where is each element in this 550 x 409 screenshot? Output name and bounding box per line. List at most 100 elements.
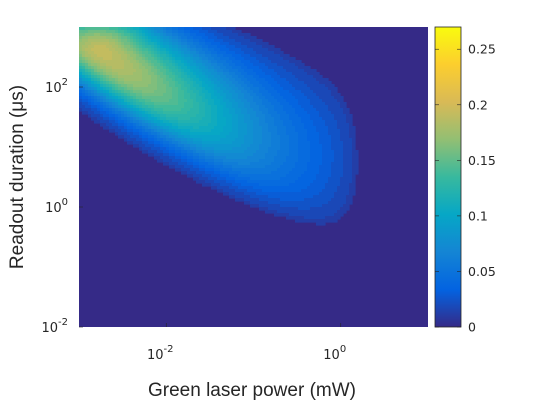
heatmap-cell — [301, 156, 305, 160]
heatmap-cell — [334, 177, 338, 181]
heatmap-cell — [232, 114, 236, 118]
heatmap-cell — [193, 138, 197, 142]
heatmap-cell — [130, 135, 134, 139]
heatmap-cell — [325, 90, 329, 94]
heatmap-cell — [298, 114, 302, 118]
heatmap-cell — [241, 198, 245, 202]
heatmap-cell — [127, 96, 131, 100]
heatmap-cell — [154, 96, 158, 100]
heatmap-cell — [298, 123, 302, 127]
heatmap-cell — [211, 123, 215, 127]
heatmap-cell — [151, 96, 155, 100]
heatmap-cell — [142, 51, 146, 55]
heatmap-cell — [346, 171, 350, 175]
heatmap-cell — [322, 138, 326, 142]
heatmap-cell — [319, 126, 323, 130]
heatmap-cell — [106, 84, 110, 88]
heatmap-cell — [151, 105, 155, 109]
heatmap-cell — [169, 132, 173, 136]
heatmap-cell — [316, 156, 320, 160]
heatmap-cell — [157, 60, 161, 64]
heatmap-cell — [142, 93, 146, 97]
heatmap-cell — [262, 162, 266, 166]
heatmap-cell — [265, 51, 269, 55]
heatmap-cell — [295, 66, 299, 70]
heatmap-cell — [304, 162, 308, 166]
heatmap-cell — [217, 27, 221, 31]
heatmap-cell — [331, 144, 335, 148]
heatmap-cell — [187, 33, 191, 37]
heatmap-cell — [190, 108, 194, 112]
heatmap-cell — [223, 183, 227, 187]
heatmap-cell — [178, 54, 182, 58]
heatmap-cell — [235, 177, 239, 181]
heatmap-cell — [178, 138, 182, 142]
heatmap-cell — [169, 81, 173, 85]
heatmap-cell — [85, 42, 89, 46]
heatmap-cell — [304, 138, 308, 142]
heatmap-cell — [190, 141, 194, 145]
heatmap-cell — [223, 36, 227, 40]
heatmap-cell — [238, 159, 242, 163]
heatmap-cell — [292, 135, 296, 139]
heatmap-cell — [277, 87, 281, 91]
heatmap-cell — [205, 33, 209, 37]
heatmap-cell — [253, 183, 257, 187]
heatmap-cell — [292, 198, 296, 202]
heatmap-cell — [274, 129, 278, 133]
heatmap-cell — [169, 102, 173, 106]
heatmap-cell — [121, 30, 125, 34]
heatmap-cell — [214, 57, 218, 61]
heatmap-cell — [142, 63, 146, 67]
heatmap-cell — [100, 45, 104, 49]
heatmap-cell — [265, 165, 269, 169]
heatmap-cell — [151, 78, 155, 82]
heatmap-cell — [103, 66, 107, 70]
heatmap-cell — [190, 45, 194, 49]
heatmap-cell — [100, 57, 104, 61]
heatmap-cell — [238, 48, 242, 52]
heatmap-cell — [190, 75, 194, 79]
heatmap-cell — [286, 126, 290, 130]
heatmap-cell — [157, 159, 161, 163]
heatmap-cell — [313, 177, 317, 181]
heatmap-cell — [79, 90, 83, 94]
heatmap-cell — [352, 180, 356, 184]
heatmap-cell — [244, 180, 248, 184]
heatmap-cell — [211, 102, 215, 106]
heatmap-cell — [94, 111, 98, 115]
heatmap-cell — [130, 60, 134, 64]
heatmap-cell — [184, 117, 188, 121]
heatmap-cell — [235, 102, 239, 106]
heatmap-cell — [202, 153, 206, 157]
heatmap-cell — [148, 114, 152, 118]
heatmap-cell — [268, 93, 272, 97]
heatmap-cell — [334, 87, 338, 91]
heatmap-cell — [253, 201, 257, 205]
heatmap-cell — [337, 216, 341, 220]
heatmap-cell — [244, 81, 248, 85]
heatmap-cell — [232, 186, 236, 190]
heatmap-cell — [283, 207, 287, 211]
heatmap-cell — [277, 108, 281, 112]
heatmap-cell — [94, 54, 98, 58]
heatmap-cell — [211, 93, 215, 97]
heatmap-cell — [130, 117, 134, 121]
heatmap-cell — [118, 60, 122, 64]
heatmap-cell — [226, 33, 230, 37]
heatmap-cell — [181, 36, 185, 40]
heatmap-cell — [340, 174, 344, 178]
heatmap-cell — [214, 144, 218, 148]
heatmap-cell — [124, 111, 128, 115]
heatmap-cell — [223, 192, 227, 196]
heatmap-cell — [280, 111, 284, 115]
heatmap-cell — [199, 120, 203, 124]
heatmap-cell — [91, 108, 95, 112]
heatmap-cell — [133, 87, 137, 91]
heatmap-cell — [277, 120, 281, 124]
heatmap-cell — [223, 177, 227, 181]
heatmap-cell — [202, 183, 206, 187]
heatmap-cell — [316, 195, 320, 199]
heatmap-cell — [259, 114, 263, 118]
heatmap-cell — [103, 51, 107, 55]
